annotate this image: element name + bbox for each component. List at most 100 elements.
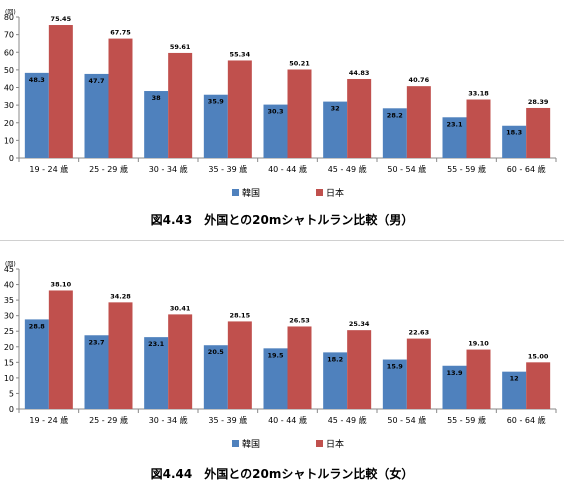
y-tick-label: 0 (9, 405, 14, 414)
bar-korea (24, 72, 49, 158)
bar-korea (24, 319, 49, 409)
legend-swatch-korea (232, 189, 239, 196)
data-label: 28.8 (29, 322, 46, 330)
data-label: 18.2 (327, 355, 343, 363)
x-tick-label: 45 - 49 歳 (328, 415, 367, 425)
bar-japan (168, 52, 193, 158)
y-tick-label: 0 (9, 154, 14, 163)
bar-japan (347, 78, 372, 158)
data-label: 23.1 (446, 120, 463, 128)
y-tick-label: 35 (4, 296, 14, 305)
data-label: 22.63 (409, 329, 430, 337)
bar-japan (168, 314, 193, 409)
y-tick-label: 50 (4, 66, 14, 75)
y-tick-label: 15 (4, 358, 14, 367)
bar-korea (203, 94, 228, 158)
data-label: 28.2 (387, 111, 403, 119)
y-tick-label: 40 (4, 84, 14, 93)
data-label: 38 (152, 94, 162, 102)
y-tick-label: 10 (4, 136, 14, 145)
y-unit-label: (回) (5, 9, 16, 16)
bar-korea (323, 352, 348, 409)
bar-japan (48, 290, 73, 409)
bar-japan (526, 107, 551, 158)
bar-korea (263, 104, 288, 158)
bar-chart-female: (回) 0 5 10 15 20 25 30 35 40 45 28.8 38.10 19 - 24 歳 2… (4, 261, 557, 481)
x-tick-label: 40 - 44 歳 (268, 164, 307, 174)
legend-label: 韓国 (242, 188, 260, 199)
data-label: 50.21 (289, 60, 310, 68)
y-tick-label: 30 (4, 101, 14, 110)
data-label: 55.34 (230, 50, 251, 58)
data-label: 48.3 (29, 76, 45, 84)
data-label: 20.5 (208, 348, 225, 356)
x-tick-label: 30 - 34 歳 (149, 164, 188, 174)
x-tick-label: 35 - 39 歳 (208, 164, 247, 174)
y-tick-label: 30 (4, 312, 14, 321)
bar-japan (526, 362, 551, 409)
y-tick-label: 40 (4, 281, 14, 290)
y-tick-label: 45 (4, 265, 14, 274)
bar-korea (382, 359, 407, 409)
x-tick-label: 19 - 24 歳 (29, 164, 68, 174)
bar-korea (144, 337, 169, 409)
legend-label: 日本 (326, 438, 344, 450)
x-tick-label: 55 - 59 歳 (447, 415, 486, 425)
data-label: 28.15 (230, 311, 251, 319)
x-tick-label: 25 - 29 歳 (89, 164, 128, 174)
bar-japan (108, 302, 133, 409)
data-label: 34.28 (110, 292, 131, 300)
bar-korea (323, 101, 348, 158)
y-tick-label: 20 (4, 119, 14, 128)
data-label: 47.7 (88, 77, 104, 85)
x-tick-label: 19 - 24 歳 (29, 415, 68, 425)
bar-japan (466, 99, 491, 158)
bar-korea (502, 371, 527, 409)
data-label: 40.76 (409, 76, 430, 84)
x-tick-label: 50 - 54 歳 (387, 164, 426, 174)
x-tick-label: 60 - 64 歳 (507, 415, 546, 425)
y-unit-label: (回) (5, 261, 16, 268)
chart-panel-male: (回) 0 10 20 30 40 50 60 70 80 48.3 75.45 19 - 24 歳 47… (0, 0, 564, 239)
bar-korea (502, 125, 527, 158)
data-label: 15.9 (387, 363, 404, 371)
data-label: 67.75 (110, 29, 131, 37)
bar-korea (263, 348, 288, 409)
x-tick-label: 60 - 64 歳 (507, 164, 546, 174)
data-label: 75.45 (51, 15, 72, 23)
chart-panel-female: (回) 0 5 10 15 20 25 30 35 40 45 28.8 38.10 19 - 24 歳 2… (0, 244, 564, 487)
bar-korea (442, 365, 467, 409)
bar-chart-male: (回) 0 10 20 30 40 50 60 70 80 48.3 75.45 19 - 24 歳 47… (4, 9, 557, 227)
bar-korea (84, 73, 109, 158)
bar-korea (144, 91, 169, 158)
data-label: 25.34 (349, 320, 370, 328)
x-tick-label: 40 - 44 歳 (268, 415, 307, 425)
bar-japan (287, 326, 312, 409)
data-label: 23.7 (88, 338, 104, 346)
data-label: 35.9 (208, 98, 225, 106)
bar-japan (48, 25, 73, 158)
y-tick-label: 60 (4, 48, 14, 57)
panel-divider (0, 240, 564, 241)
data-label: 12 (510, 375, 519, 383)
bar-japan (287, 69, 312, 158)
data-label: 18.3 (506, 129, 522, 137)
bar-korea (203, 345, 228, 409)
bar-korea (382, 108, 407, 158)
x-tick-label: 45 - 49 歳 (328, 164, 367, 174)
bar-japan (406, 338, 431, 409)
data-label: 26.53 (289, 316, 310, 324)
legend-swatch-japan (316, 189, 323, 196)
y-tick-label: 5 (9, 389, 14, 398)
figure-caption: 図4.44 外国との20mシャトルラン比較（女） (151, 466, 414, 481)
x-tick-label: 55 - 59 歳 (447, 164, 486, 174)
bar-japan (347, 330, 372, 409)
data-label: 28.39 (528, 98, 549, 106)
bar-japan (406, 86, 431, 158)
x-tick-label: 50 - 54 歳 (387, 415, 426, 425)
bar-korea (84, 335, 109, 409)
y-tick-label: 80 (4, 13, 14, 22)
data-label: 19.5 (267, 351, 284, 359)
data-label: 23.1 (148, 340, 165, 348)
y-tick-label: 10 (4, 374, 14, 383)
